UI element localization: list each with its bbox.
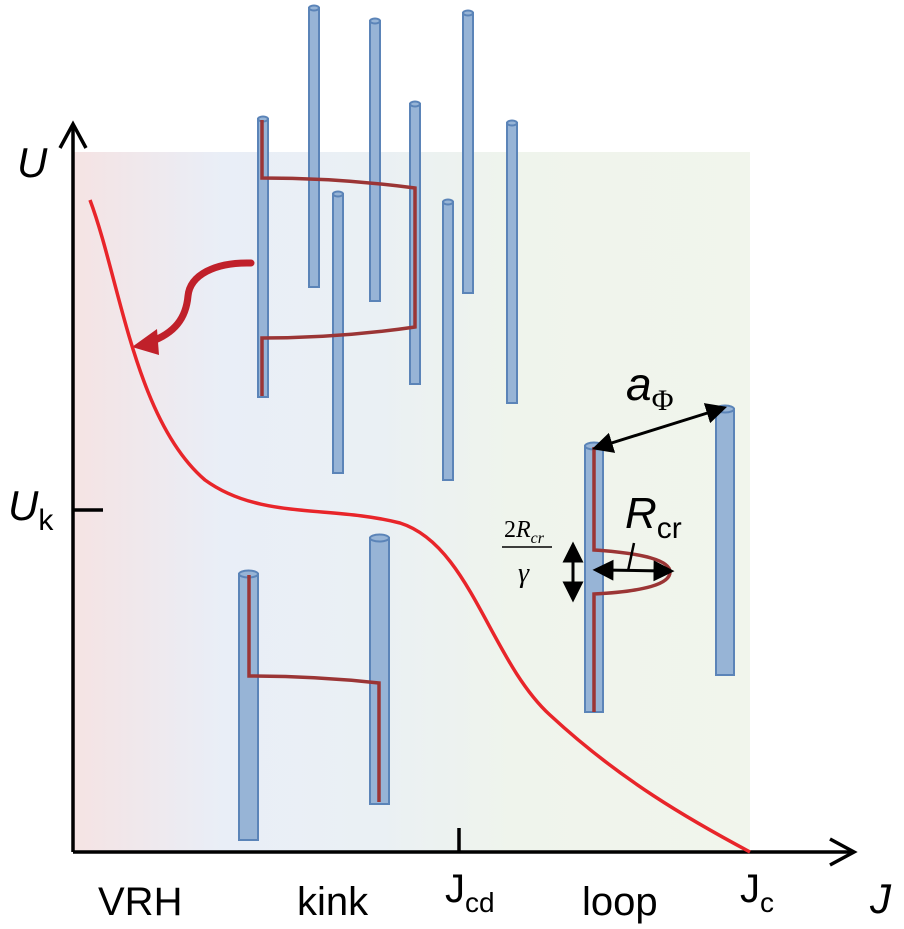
cylinder-top xyxy=(369,17,381,25)
cylinder-top xyxy=(409,100,421,108)
r-cr-label: Rcr xyxy=(625,489,682,545)
lower-kink-cylinders xyxy=(238,533,390,841)
a-phi-label: aΦ xyxy=(626,358,674,417)
cylinder-top xyxy=(715,404,735,414)
region-label-vrh: VRH xyxy=(98,880,182,924)
lower-kink-flux-line xyxy=(247,575,381,802)
cylinder xyxy=(308,7,320,288)
cylinder-top xyxy=(369,533,390,543)
curved-arrow xyxy=(132,259,255,355)
cylinder-top xyxy=(462,9,474,17)
cylinder-top xyxy=(332,190,344,198)
cylinder xyxy=(506,122,518,404)
region-label-loop: loop xyxy=(582,880,658,924)
uk-label: Uk xyxy=(8,482,54,537)
r-cr-arrow xyxy=(592,559,675,582)
x-axis-arrowhead xyxy=(829,837,858,867)
fraction-numerator: 2Rcr xyxy=(504,517,545,547)
jc-label: Jc xyxy=(740,867,774,918)
cylinder xyxy=(715,408,735,676)
r-cr-pointer xyxy=(626,542,636,572)
y-axis-label: U xyxy=(17,139,48,186)
energy-curve xyxy=(88,199,751,854)
cylinder xyxy=(442,201,454,481)
cylinder-top xyxy=(442,198,454,206)
jcd-label: Jcd xyxy=(445,867,495,918)
upper-kink-flux-line xyxy=(260,120,417,396)
cylinder-top xyxy=(506,119,518,127)
cylinder xyxy=(369,20,381,302)
cylinder xyxy=(462,12,474,294)
a-phi-arrow xyxy=(591,403,728,453)
y-axis-arrowhead xyxy=(58,120,88,149)
axes xyxy=(58,120,858,867)
fraction-denominator: γ xyxy=(518,558,530,589)
region-label-kink: kink xyxy=(297,880,369,924)
cylinder-top xyxy=(308,4,320,12)
x-axis-label: J xyxy=(869,875,892,922)
